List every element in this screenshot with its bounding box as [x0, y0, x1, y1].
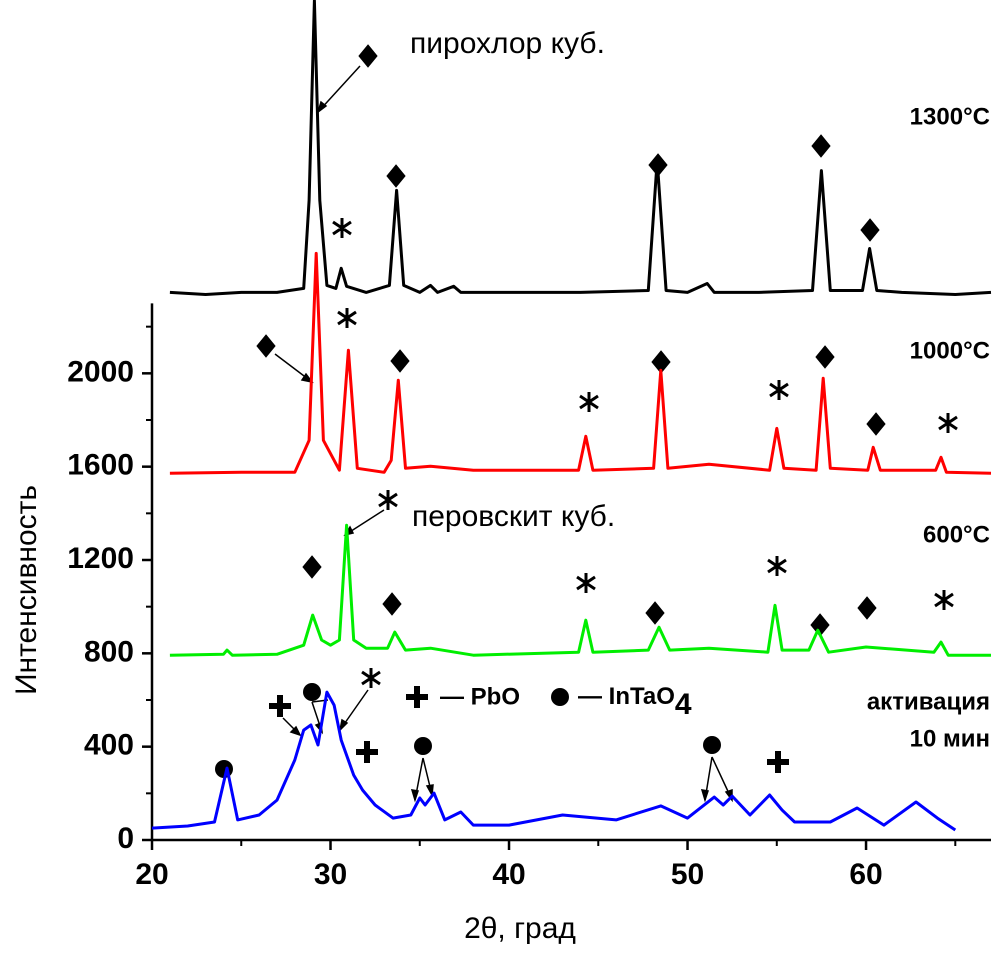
y-tick-label: 2000: [67, 355, 134, 388]
annotation-shapes: [215, 44, 958, 803]
plus-markers: [269, 686, 789, 773]
annotation: 10 мин: [910, 725, 990, 752]
x-tick-label: 30: [314, 858, 347, 891]
series-label: 1300°C: [910, 103, 990, 130]
x-tick-label: 40: [492, 858, 525, 891]
legend-label: — PbO: [440, 683, 520, 710]
x-tick-label: 20: [135, 858, 168, 891]
annotation: пирохлор куб.: [410, 27, 605, 60]
x-axis-label: 2θ, град: [464, 912, 576, 945]
y-tick-label: 400: [84, 729, 134, 762]
series-label: 1000°C: [910, 337, 990, 364]
legend-label-main: — InTaO: [578, 683, 675, 710]
series-line: [169, 523, 991, 657]
asterisk-markers: [332, 218, 958, 688]
y-tick-label: 800: [84, 635, 134, 668]
x-tick-label: 50: [671, 858, 704, 891]
annotation: перовскит куб.: [412, 500, 615, 533]
diamond-markers: [256, 44, 886, 637]
arrows: [274, 65, 733, 803]
series-label: 600°C: [923, 521, 990, 548]
series-line: [169, 0, 992, 296]
y-tick-label: 0: [117, 822, 134, 855]
series-line: [169, 251, 992, 475]
y-tick-label: 1200: [67, 542, 134, 575]
legend-label-sub: 4: [675, 688, 692, 721]
x-tick-label: 60: [849, 858, 882, 891]
y-tick-label: 1600: [67, 449, 134, 482]
y-axis-label: Интенсивность: [10, 485, 43, 695]
annotation: активация: [867, 688, 990, 715]
series-line: [151, 690, 957, 832]
legend-label: — InTaO4: [578, 683, 692, 721]
